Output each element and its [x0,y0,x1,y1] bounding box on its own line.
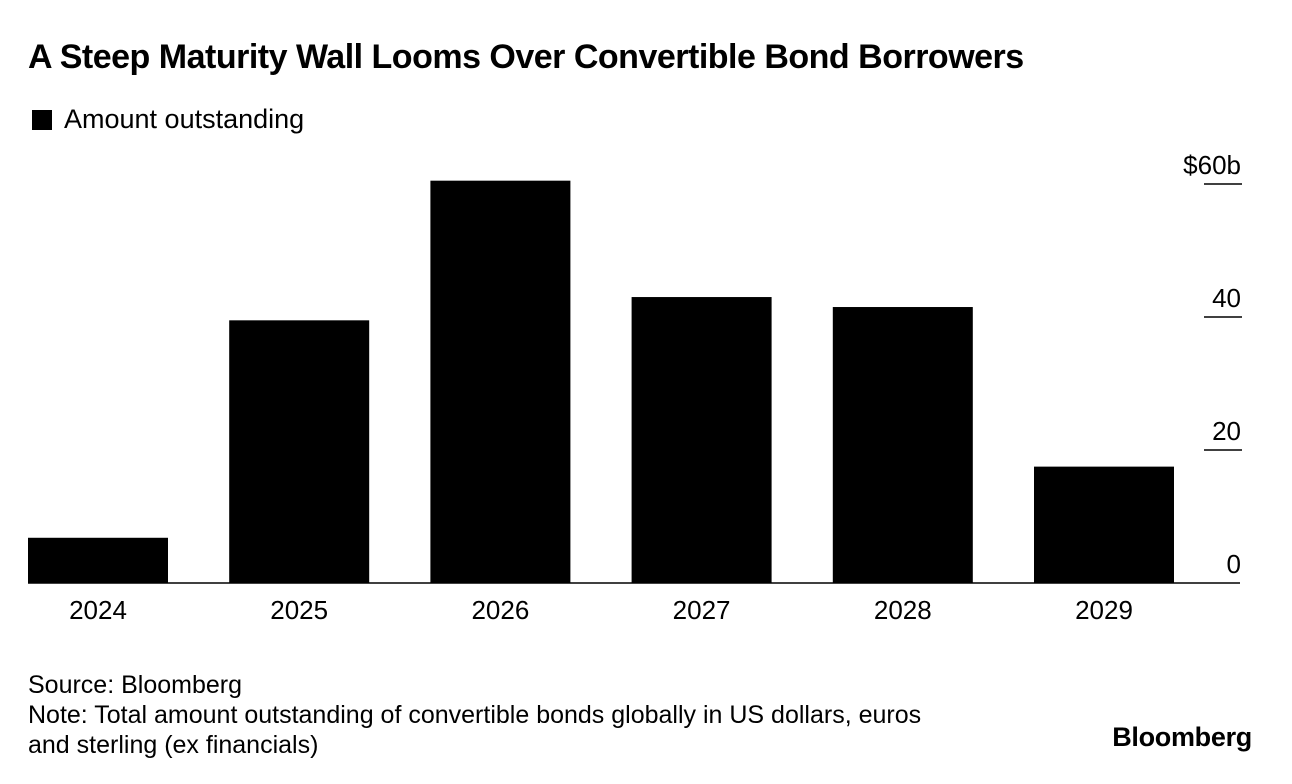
y-tick-label-60: $60b [1183,150,1241,180]
bar-2026 [430,180,571,584]
note-text-line2: and sterling (ex financials) [28,731,319,759]
bar-2028 [832,307,973,583]
legend-swatch [32,109,52,130]
y-tick-label-20: 20 [1212,416,1241,446]
footer: Source: Bloomberg Note: Total amount out… [28,670,921,760]
y-tick-label-40: 40 [1212,283,1241,313]
bar-2029 [1034,466,1174,583]
bar-2027 [631,297,772,583]
bar-2025 [229,320,370,583]
bars-group [28,180,1174,584]
x-tick-label-2028: 2028 [874,595,932,625]
x-tick-label-2026: 2026 [471,595,529,625]
bar-2024 [28,537,168,583]
x-axis-labels: 2024 2025 2026 2027 2028 2029 [69,595,1133,625]
legend-label: Amount outstanding [64,104,305,134]
y-axis: 0 20 40 $60b [1183,150,1242,579]
note-text-line1: Note: Total amount outstanding of conver… [28,701,922,729]
y-tick-label-0: 0 [1227,549,1241,579]
chart-title: A Steep Maturity Wall Looms Over Convert… [28,38,1024,76]
bloomberg-logo: Bloomberg [1112,722,1252,752]
x-tick-label-2027: 2027 [673,595,731,625]
x-tick-label-2025: 2025 [270,595,328,625]
x-tick-label-2024: 2024 [69,595,127,625]
source-text: Source: Bloomberg [28,671,243,699]
x-tick-label-2029: 2029 [1075,595,1133,625]
legend: Amount outstanding [32,104,304,135]
